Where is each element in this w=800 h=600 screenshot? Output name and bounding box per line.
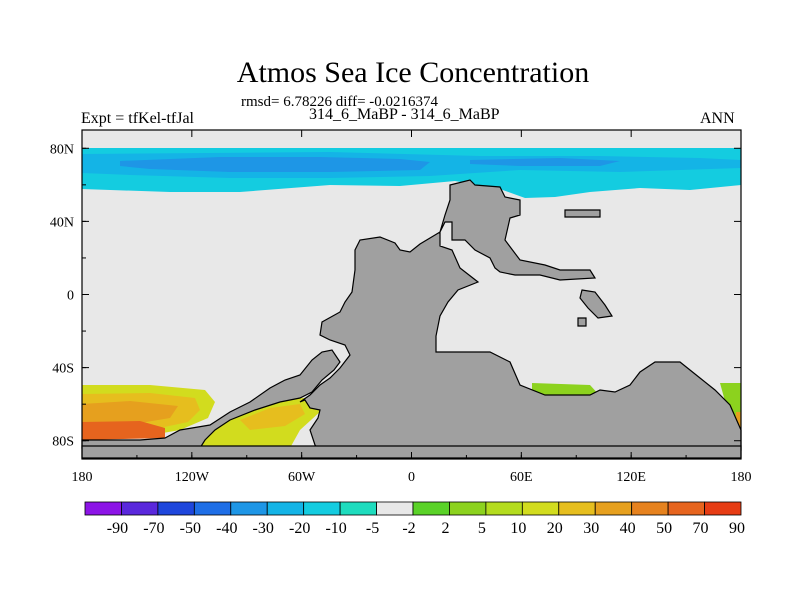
colorbar-swatch: [193, 501, 232, 516]
y-tick-label: 40N: [50, 215, 74, 230]
colorbar-swatch: [667, 501, 705, 516]
x-tick-label: 120W: [175, 470, 210, 485]
antarctic-anomaly-max: [82, 421, 165, 440]
colorbar-swatch: [339, 501, 377, 516]
colorbar-label: -30: [253, 520, 274, 537]
antarctic-anomaly-weddell-core: [240, 404, 305, 430]
colorbar-label: -10: [325, 520, 346, 537]
colorbar-label: 90: [729, 520, 745, 537]
colorbar-label: 30: [583, 520, 599, 537]
x-tick-label: 0: [408, 470, 415, 485]
period-label: 314_6_MaBP - 314_6_MaBP: [309, 106, 500, 123]
colorbar-label: 50: [656, 520, 672, 537]
colorbar-label: -2: [402, 520, 415, 537]
chart-title: Atmos Sea Ice Concentration: [236, 56, 590, 89]
x-tick-label: 180: [72, 470, 93, 485]
antarctic-anomaly-high: [82, 401, 178, 424]
colorbar-label: 20: [547, 520, 563, 537]
x-axis: 180 120W 60W 0 60E 120E 180: [72, 130, 752, 485]
y-tick-label: 80S: [52, 435, 74, 450]
antarctic-anomaly-indian: [532, 383, 600, 398]
colorbar-swatch: [303, 501, 341, 516]
colorbar-swatch: [485, 501, 523, 516]
x-tick-label: 60E: [510, 470, 533, 485]
antarctica: [81, 349, 341, 449]
colorbar-swatch: [376, 501, 414, 516]
colorbar-swatch: [157, 501, 195, 516]
colorbar: -90 -70 -50 -40 -30 -20 -10 -5 -2 2 5 10 20 30 40 50 70 9…: [84, 501, 745, 537]
colorbar-label: 70: [693, 520, 709, 537]
colorbar-label: -50: [180, 520, 201, 537]
experiment-label: Expt = tfKel-tfJal: [81, 110, 194, 127]
southeast-islands: [579, 289, 614, 319]
colorbar-label: 10: [510, 520, 526, 537]
arctic-anomaly-strong: [120, 157, 430, 172]
colorbar-swatch: [594, 501, 633, 516]
colorbar-swatch: [266, 501, 305, 516]
colorbar-label: 40: [620, 520, 636, 537]
colorbar-swatch: [521, 501, 560, 516]
colorbar-swatch: [704, 501, 742, 516]
y-axis: 80N 40N 0 40S 80S: [50, 142, 741, 450]
map-panel: [81, 129, 742, 460]
colorbar-swatch: [412, 501, 450, 516]
colorbar-swatch: [84, 501, 122, 516]
y-tick-label: 40S: [52, 362, 74, 377]
y-tick-label: 80N: [50, 142, 74, 157]
x-tick-label: 60W: [288, 470, 316, 485]
colorbar-label: -90: [107, 520, 128, 537]
colorbar-swatch: [631, 501, 669, 516]
colorbar-label: 2: [441, 520, 449, 537]
colorbar-label: -70: [143, 520, 164, 537]
colorbar-swatch: [230, 501, 268, 516]
season-label: ANN: [700, 110, 735, 127]
main-continent: [299, 179, 742, 451]
antarctic-anomaly-pacific-east: [720, 383, 741, 420]
colorbar-label: 5: [478, 520, 486, 537]
arctic-anomaly-strong-east: [470, 158, 620, 166]
x-tick-label: 180: [731, 470, 752, 485]
colorbar-label: -5: [366, 520, 379, 537]
islands: [564, 209, 601, 218]
colorbar-label: -40: [216, 520, 237, 537]
colorbar-swatch: [449, 501, 487, 516]
colorbar-swatch: [121, 501, 159, 516]
y-tick-label: 0: [67, 289, 74, 304]
colorbar-swatch: [558, 501, 596, 516]
small-island: [577, 317, 587, 327]
colorbar-label: -20: [289, 520, 310, 537]
x-tick-label: 120E: [616, 470, 646, 485]
stats-label: rmsd= 6.78226 diff= -0.0216374: [241, 94, 439, 110]
